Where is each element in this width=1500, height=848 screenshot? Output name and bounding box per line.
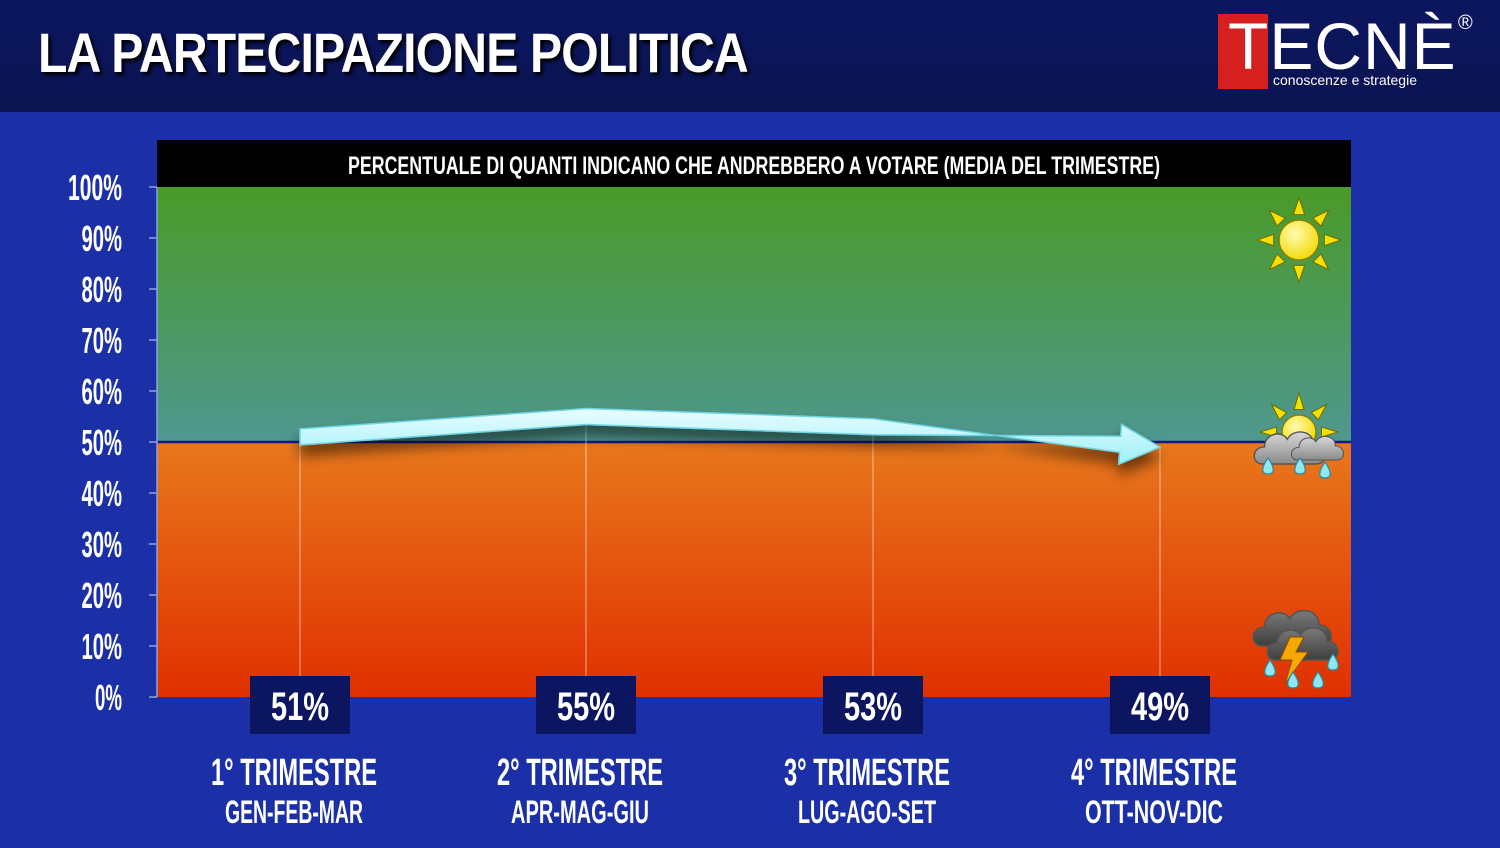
rain-drop bbox=[1262, 456, 1274, 475]
data-label: 51% bbox=[271, 685, 329, 729]
lower-zone-band bbox=[157, 442, 1351, 697]
chart-subtitle: PERCENTUALE DI QUANTI INDICANO CHE ANDRE… bbox=[348, 152, 1160, 180]
y-tick-label: 100% bbox=[68, 167, 122, 208]
y-tick-label: 10% bbox=[82, 626, 123, 667]
logo-tagline: conoscenze e strategie bbox=[1273, 72, 1417, 88]
page-title: LA PARTECIPAZIONE POLITICA bbox=[38, 21, 749, 84]
rain-drop bbox=[1287, 670, 1299, 689]
sun-ray bbox=[1292, 264, 1306, 284]
rain-drop bbox=[1294, 456, 1306, 475]
x-category-sublabel: GEN-FEB-MAR bbox=[225, 794, 363, 830]
x-category-sublabel: APR-MAG-GIU bbox=[511, 794, 649, 830]
sun-ray bbox=[1312, 209, 1330, 227]
rain-drop bbox=[1327, 652, 1339, 671]
x-category-label: 4° TRIMESTRE bbox=[1071, 752, 1237, 794]
x-category-label: 2° TRIMESTRE bbox=[497, 752, 663, 794]
logo-registered-mark: ® bbox=[1458, 12, 1473, 34]
thunderstorm-icon bbox=[1252, 609, 1339, 689]
brand-logo: TECNÈ ® conoscenze e strategie bbox=[1218, 9, 1478, 92]
y-tick-label: 70% bbox=[82, 320, 123, 361]
logo-red-box bbox=[1218, 14, 1268, 89]
data-label-box bbox=[536, 676, 636, 734]
x-category-sublabel: OTT-NOV-DIC bbox=[1085, 794, 1223, 830]
data-label-box bbox=[250, 676, 350, 734]
data-label: 55% bbox=[557, 685, 615, 729]
y-tick-label: 40% bbox=[82, 473, 123, 514]
subtitle-banner bbox=[157, 140, 1351, 187]
y-tick-label: 0% bbox=[95, 677, 122, 718]
sun-ray bbox=[1312, 253, 1330, 271]
x-category-label: 1° TRIMESTRE bbox=[211, 752, 377, 794]
data-label: 49% bbox=[1131, 685, 1189, 729]
y-tick-label: 90% bbox=[82, 218, 123, 259]
sun-disc bbox=[1278, 219, 1320, 261]
y-tick-label: 60% bbox=[82, 371, 123, 412]
sun-behind-rain-cloud-icon bbox=[1253, 391, 1344, 479]
sun-ray bbox=[1255, 233, 1275, 247]
sun-ray bbox=[1270, 403, 1288, 421]
lightning-bolt bbox=[1279, 636, 1309, 685]
sun-ray bbox=[1292, 196, 1306, 216]
y-tick-label: 80% bbox=[82, 269, 123, 310]
data-label: 53% bbox=[844, 685, 902, 729]
sun-ray bbox=[1268, 253, 1286, 271]
sun-ray bbox=[1323, 233, 1343, 247]
y-tick-label: 50% bbox=[82, 422, 123, 463]
y-tick-label: 30% bbox=[82, 524, 123, 565]
data-label-box bbox=[1110, 676, 1210, 734]
sun-icon bbox=[1255, 196, 1343, 284]
rain-drop bbox=[1264, 658, 1276, 677]
sun-ray bbox=[1310, 403, 1328, 421]
rain-cloud-small bbox=[1290, 435, 1344, 461]
sun-ray bbox=[1293, 391, 1305, 411]
x-category-label: 3° TRIMESTRE bbox=[784, 752, 950, 794]
y-tick-label: 20% bbox=[82, 575, 123, 616]
rain-drop bbox=[1319, 460, 1331, 479]
sun-ray bbox=[1268, 209, 1286, 227]
logo-wordmark: TECNÈ bbox=[1228, 9, 1457, 83]
rain-drop bbox=[1312, 670, 1324, 689]
x-category-sublabel: LUG-AGO-SET bbox=[798, 794, 936, 830]
trend-arrow bbox=[299, 407, 1162, 466]
cloud-shape bbox=[1290, 435, 1344, 461]
data-label-box bbox=[823, 676, 923, 734]
upper-zone-band bbox=[157, 187, 1351, 442]
sun-ray bbox=[1320, 426, 1340, 438]
